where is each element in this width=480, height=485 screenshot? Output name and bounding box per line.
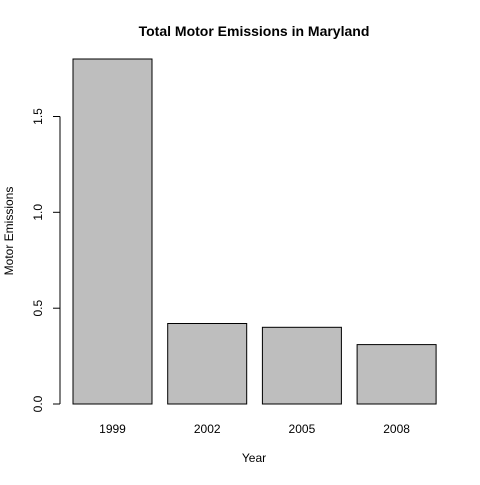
x-tick-label: 2002 [194,422,221,436]
bar-2002 [167,323,248,405]
x-tick-label: 2005 [289,422,316,436]
y-tick-label: 0.5 [31,300,45,317]
bars-group [72,58,437,405]
y-axis: 0.0 0.5 1.0 1.5 [31,108,61,412]
x-tick-labels: 1999 2002 2005 2008 [99,422,410,436]
chart-title: Total Motor Emissions in Maryland [139,23,370,39]
y-axis-label: Motor Emissions [2,187,16,276]
bar-2005 [261,326,342,405]
x-axis-label: Year [242,451,266,465]
y-tick-label: 1.0 [31,204,45,221]
y-tick-label: 0.0 [31,395,45,412]
x-tick-label: 1999 [99,422,126,436]
x-tick-label: 2008 [383,422,410,436]
y-tick-label: 1.5 [31,108,45,125]
bar-2008 [356,344,437,405]
bar-1999 [72,58,153,405]
